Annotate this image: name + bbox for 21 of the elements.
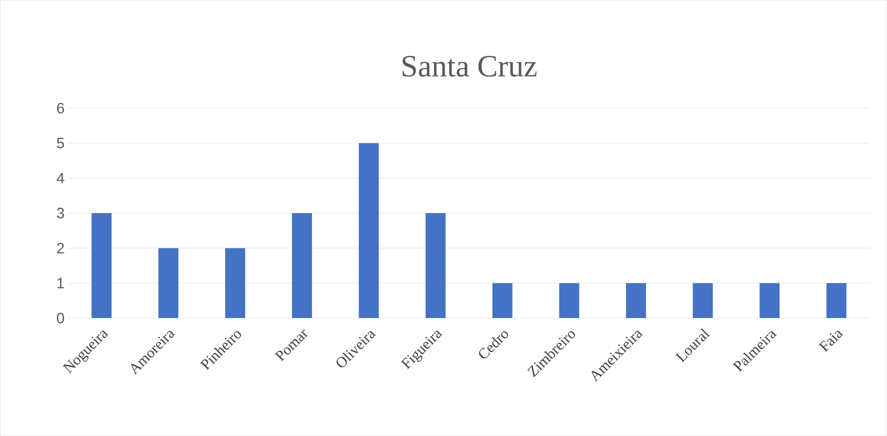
y-tick-label: 4	[56, 172, 64, 184]
bar	[358, 143, 379, 318]
bar	[92, 213, 112, 318]
y-tick-label: 5	[56, 138, 64, 148]
y-tick-label: 0	[56, 312, 64, 324]
bar	[492, 282, 512, 318]
bar	[626, 282, 646, 318]
y-tick-label: 6	[57, 102, 64, 114]
bar	[426, 213, 446, 318]
bar	[826, 282, 846, 318]
chart-title: Santa Cruz	[402, 56, 537, 77]
bar	[225, 248, 246, 318]
y-tick-label: 3	[56, 208, 64, 218]
bar	[692, 282, 713, 318]
x-tick-label: Faia	[818, 330, 844, 352]
y-tick-label: 2	[57, 242, 64, 254]
bar	[292, 213, 312, 318]
y-tick-label: 1	[57, 278, 64, 288]
bar	[559, 282, 580, 318]
bar	[158, 248, 178, 318]
bar	[760, 282, 780, 318]
